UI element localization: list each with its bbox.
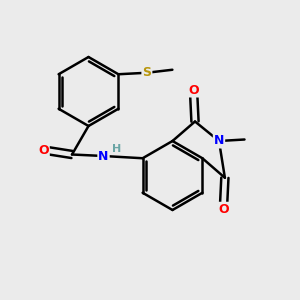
Text: S: S bbox=[142, 66, 152, 79]
Text: O: O bbox=[218, 203, 229, 216]
Text: O: O bbox=[188, 83, 199, 97]
Text: N: N bbox=[98, 149, 109, 163]
Text: N: N bbox=[214, 134, 224, 148]
Text: H: H bbox=[112, 143, 122, 154]
Text: O: O bbox=[38, 143, 49, 157]
